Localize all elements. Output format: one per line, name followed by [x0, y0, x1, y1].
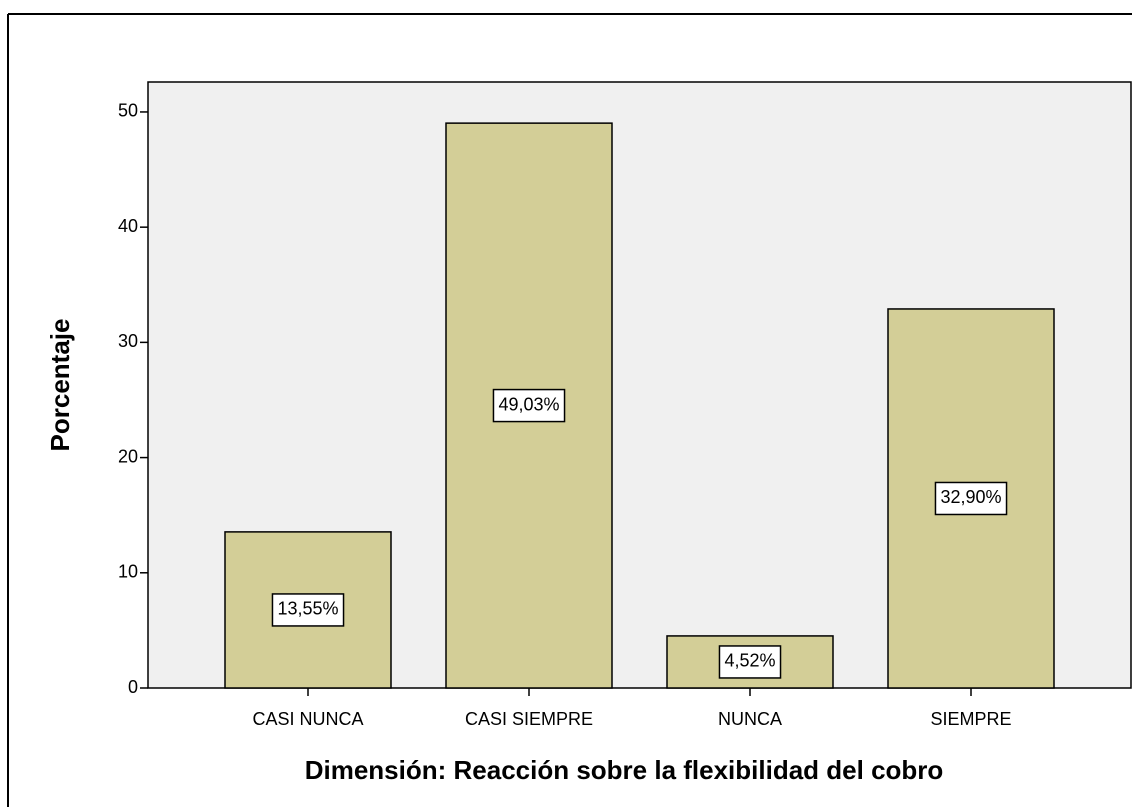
- x-tick-label: NUNCA: [718, 709, 782, 729]
- value-label-box: [934, 481, 1008, 516]
- y-tick-label: 50: [118, 101, 138, 121]
- x-tick-label: CASI NUNCA: [252, 709, 363, 729]
- value-label: 49,03%: [498, 394, 559, 414]
- y-tick-label: 20: [118, 446, 138, 466]
- value-label: 32,90%: [940, 487, 1001, 507]
- value-label-box: [718, 645, 782, 679]
- value-label-box: [492, 388, 566, 423]
- y-axis-title: Porcentaje: [45, 319, 75, 452]
- x-tick-label: CASI SIEMPRE: [465, 709, 593, 729]
- value-label: 4,52%: [724, 651, 775, 671]
- y-tick-label: 10: [118, 562, 138, 582]
- bar: [666, 635, 834, 689]
- y-tick-label: 0: [128, 677, 138, 697]
- value-label-box: [271, 593, 345, 627]
- y-tick-label: 40: [118, 216, 138, 236]
- x-tick-label: SIEMPRE: [930, 709, 1011, 729]
- x-axis-title: Dimensión: Reacción sobre la flexibilida…: [305, 755, 944, 785]
- value-label: 13,55%: [277, 599, 338, 619]
- y-tick-label: 30: [118, 331, 138, 351]
